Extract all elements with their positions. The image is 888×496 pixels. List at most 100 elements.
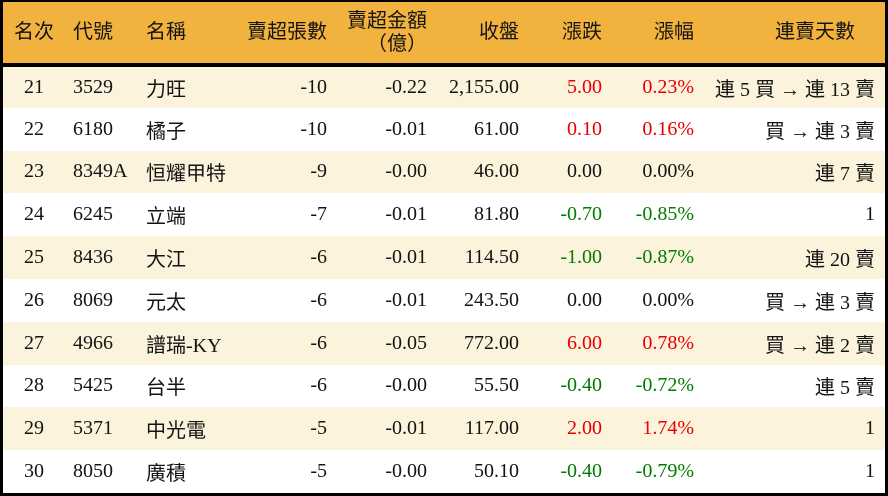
table-row: 26 8069 元太 -6 -0.01 243.50 0.00 0.00% 買 … xyxy=(3,278,885,322)
cell-change: 0.00 xyxy=(567,160,602,183)
cell-close: 81.80 xyxy=(474,203,519,226)
cell-code: 3529 xyxy=(73,75,113,98)
cell-sell-volume: -6 xyxy=(310,374,327,397)
cell-code: 5371 xyxy=(73,417,113,440)
table-row: 30 8050 廣積 -5 -0.00 50.10 -0.40 -0.79% 1 xyxy=(3,450,885,493)
cell-sell-amount: -0.01 xyxy=(385,417,427,440)
table-row: 25 8436 大江 -6 -0.01 114.50 -1.00 -0.87% … xyxy=(3,236,885,279)
column-header-name: 名稱 xyxy=(138,2,243,67)
stock-table: 名次 代號 名稱 賣超張數 賣超金額 （億） 收盤 漲跌 漲幅 連賣天數 21 … xyxy=(3,2,885,493)
cell-close: 46.00 xyxy=(474,160,519,183)
cell-rank: 28 xyxy=(24,374,44,397)
cell-change-pct: 1.74% xyxy=(642,417,694,440)
cell-sell-volume: -7 xyxy=(310,203,327,226)
cell-code: 4966 xyxy=(73,331,113,354)
cell-sell-volume: -6 xyxy=(310,331,327,354)
cell-name: 廣積 xyxy=(146,463,186,486)
cell-change-pct: 0.16% xyxy=(642,117,694,140)
cell-name: 立端 xyxy=(146,206,186,229)
cell-change-pct: 0.00% xyxy=(642,288,694,311)
cell-name: 大江 xyxy=(146,249,186,272)
cell-streak: 買 → 連 3 賣 xyxy=(765,120,875,143)
cell-streak: 1 xyxy=(865,203,875,226)
cell-change: 0.00 xyxy=(567,288,602,311)
cell-rank: 25 xyxy=(24,246,44,269)
column-header-change: 漲跌 xyxy=(525,2,608,67)
cell-change-pct: 0.00% xyxy=(642,160,694,183)
cell-code: 8069 xyxy=(73,288,113,311)
column-header-sell-volume: 賣超張數 xyxy=(243,2,333,67)
column-header-sell-amount-line2: （億） xyxy=(367,32,427,55)
cell-code: 6245 xyxy=(73,203,113,226)
cell-rank: 21 xyxy=(24,75,44,98)
cell-rank: 27 xyxy=(24,331,44,354)
header-row: 名次 代號 名稱 賣超張數 賣超金額 （億） 收盤 漲跌 漲幅 連賣天數 xyxy=(3,2,885,67)
cell-change: 2.00 xyxy=(567,417,602,440)
cell-change: 6.00 xyxy=(567,331,602,354)
cell-name: 譜瑞-KY xyxy=(146,334,222,357)
cell-streak: 連 5 買 → 連 13 賣 xyxy=(715,78,875,101)
cell-rank: 30 xyxy=(24,460,44,483)
cell-close: 243.50 xyxy=(464,288,519,311)
table-row: 28 5425 台半 -6 -0.00 55.50 -0.40 -0.72% 連… xyxy=(3,364,885,408)
cell-sell-volume: -10 xyxy=(300,75,327,98)
cell-sell-volume: -6 xyxy=(310,246,327,269)
column-header-sell-amount-line1: 賣超金額 xyxy=(347,9,427,32)
cell-rank: 22 xyxy=(24,117,44,140)
cell-sell-amount: -0.00 xyxy=(385,160,427,183)
cell-name: 元太 xyxy=(146,291,186,314)
cell-streak: 1 xyxy=(865,460,875,483)
cell-streak: 1 xyxy=(865,417,875,440)
cell-change: -0.70 xyxy=(560,203,602,226)
cell-change-pct: 0.23% xyxy=(642,75,694,98)
cell-sell-volume: -9 xyxy=(310,160,327,183)
cell-code: 6180 xyxy=(73,117,113,140)
cell-rank: 24 xyxy=(24,203,44,226)
cell-rank: 26 xyxy=(24,288,44,311)
cell-sell-volume: -6 xyxy=(310,288,327,311)
cell-sell-amount: -0.22 xyxy=(385,75,427,98)
cell-code: 8349A xyxy=(73,160,128,183)
cell-name: 中光電 xyxy=(146,420,206,443)
cell-close: 50.10 xyxy=(474,460,519,483)
cell-sell-amount: -0.05 xyxy=(385,331,427,354)
cell-change-pct: -0.72% xyxy=(635,374,694,397)
cell-code: 5425 xyxy=(73,374,113,397)
cell-name: 橘子 xyxy=(146,120,186,143)
cell-sell-volume: -5 xyxy=(310,460,327,483)
cell-sell-amount: -0.00 xyxy=(385,460,427,483)
cell-sell-amount: -0.01 xyxy=(385,117,427,140)
cell-close: 114.50 xyxy=(464,246,519,269)
cell-sell-volume: -5 xyxy=(310,417,327,440)
cell-change: 5.00 xyxy=(567,75,602,98)
table-row: 29 5371 中光電 -5 -0.01 117.00 2.00 1.74% 1 xyxy=(3,407,885,451)
cell-close: 55.50 xyxy=(474,374,519,397)
cell-name: 恒耀甲特 xyxy=(146,163,226,186)
cell-change-pct: 0.78% xyxy=(642,331,694,354)
cell-sell-volume: -10 xyxy=(300,117,327,140)
table-row: 22 6180 橘子 -10 -0.01 61.00 0.10 0.16% 買 … xyxy=(3,107,885,151)
cell-name: 台半 xyxy=(146,377,186,400)
cell-streak: 連 7 賣 xyxy=(815,163,875,186)
cell-sell-amount: -0.00 xyxy=(385,374,427,397)
cell-change-pct: -0.85% xyxy=(635,203,694,226)
cell-change-pct: -0.79% xyxy=(635,460,694,483)
table-row: 27 4966 譜瑞-KY -6 -0.05 772.00 6.00 0.78%… xyxy=(3,321,885,365)
cell-sell-amount: -0.01 xyxy=(385,288,427,311)
cell-change-pct: -0.87% xyxy=(635,246,694,269)
cell-name: 力旺 xyxy=(146,78,186,101)
column-header-close: 收盤 xyxy=(433,2,525,67)
table-row: 21 3529 力旺 -10 -0.22 2,155.00 5.00 0.23%… xyxy=(3,65,885,108)
column-header-code: 代號 xyxy=(65,2,138,67)
cell-streak: 買 → 連 2 賣 xyxy=(765,334,875,357)
column-header-rank: 名次 xyxy=(3,2,65,67)
cell-rank: 29 xyxy=(24,417,44,440)
cell-sell-amount: -0.01 xyxy=(385,203,427,226)
cell-rank: 23 xyxy=(24,160,44,183)
table-row: 24 6245 立端 -7 -0.01 81.80 -0.70 -0.85% 1 xyxy=(3,193,885,237)
cell-close: 772.00 xyxy=(464,331,519,354)
table-row: 23 8349A 恒耀甲特 -9 -0.00 46.00 0.00 0.00% … xyxy=(3,150,885,194)
cell-close: 117.00 xyxy=(464,417,519,440)
column-header-streak: 連賣天數 xyxy=(700,2,885,67)
